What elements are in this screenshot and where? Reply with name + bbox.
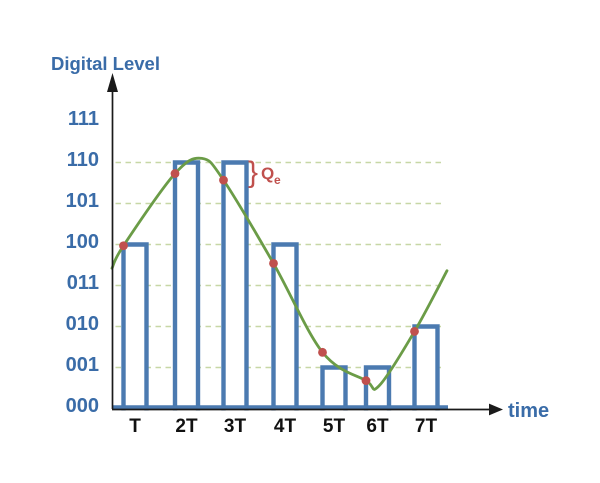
bar-fill-4T [273, 244, 297, 409]
y-axis-arrow-icon [107, 73, 118, 92]
y-tick-label-101: 101 [66, 190, 99, 212]
x-tick-label-6T: 6T [366, 416, 389, 437]
y-tick-label-110: 110 [67, 149, 99, 171]
bar-fill-T [123, 244, 147, 409]
bar-fill-2T [175, 162, 198, 409]
sample-dot-T [119, 241, 128, 251]
x-tick-label-2T: 2T [175, 416, 198, 437]
y-tick-label-001: 001 [66, 354, 99, 376]
chart-title: Digital Level [51, 53, 160, 74]
quantized-bar-T [121, 242, 149, 411]
quantized-bar-5T [320, 365, 348, 411]
sample-dots-group [119, 169, 419, 386]
qe-label: Q [261, 164, 274, 183]
x-tick-label-4T: 4T [274, 416, 297, 437]
x-tick-label-T: T [129, 416, 141, 437]
sample-dot-2T [170, 169, 180, 178]
y-tick-label-011: 011 [67, 272, 99, 294]
bar-fill-7T [414, 326, 438, 409]
y-tick-label-111: 111 [68, 108, 99, 130]
x-axis-arrow-icon [489, 403, 503, 416]
x-tick-label-3T: 3T [224, 416, 247, 437]
time-axis-label: time [508, 400, 549, 422]
sample-dot-5T [318, 347, 327, 357]
y-tick-label-000: 000 [66, 395, 99, 417]
sample-dot-6T [361, 376, 371, 386]
qe-brace: } [248, 156, 258, 189]
y-tick-label-100: 100 [66, 231, 99, 253]
x-tick-label-7T: 7T [415, 416, 438, 437]
quantized-bars-group [121, 160, 440, 411]
quantized-bar-6T [363, 365, 392, 411]
sample-dot-4T [269, 258, 278, 268]
qe-annotation: } Q e [248, 156, 281, 189]
quantized-bar-7T [412, 324, 440, 411]
sample-dot-3T [219, 175, 228, 185]
quantized-bar-4T [271, 242, 299, 411]
bar-fill-3T [223, 162, 247, 409]
x-tick-label-5T: 5T [323, 416, 346, 437]
qe-subscript: e [274, 173, 281, 187]
y-tick-labels-group: 111 110 101 100 011 010 001 000 [66, 108, 99, 417]
sample-dot-7T [410, 327, 419, 336]
bar-fill-5T [322, 367, 346, 409]
y-tick-label-010: 010 [66, 313, 99, 335]
x-tick-labels-group: T 2T 3T 4T 5T 6T 7T [129, 416, 437, 437]
quantized-bar-3T [221, 160, 249, 411]
